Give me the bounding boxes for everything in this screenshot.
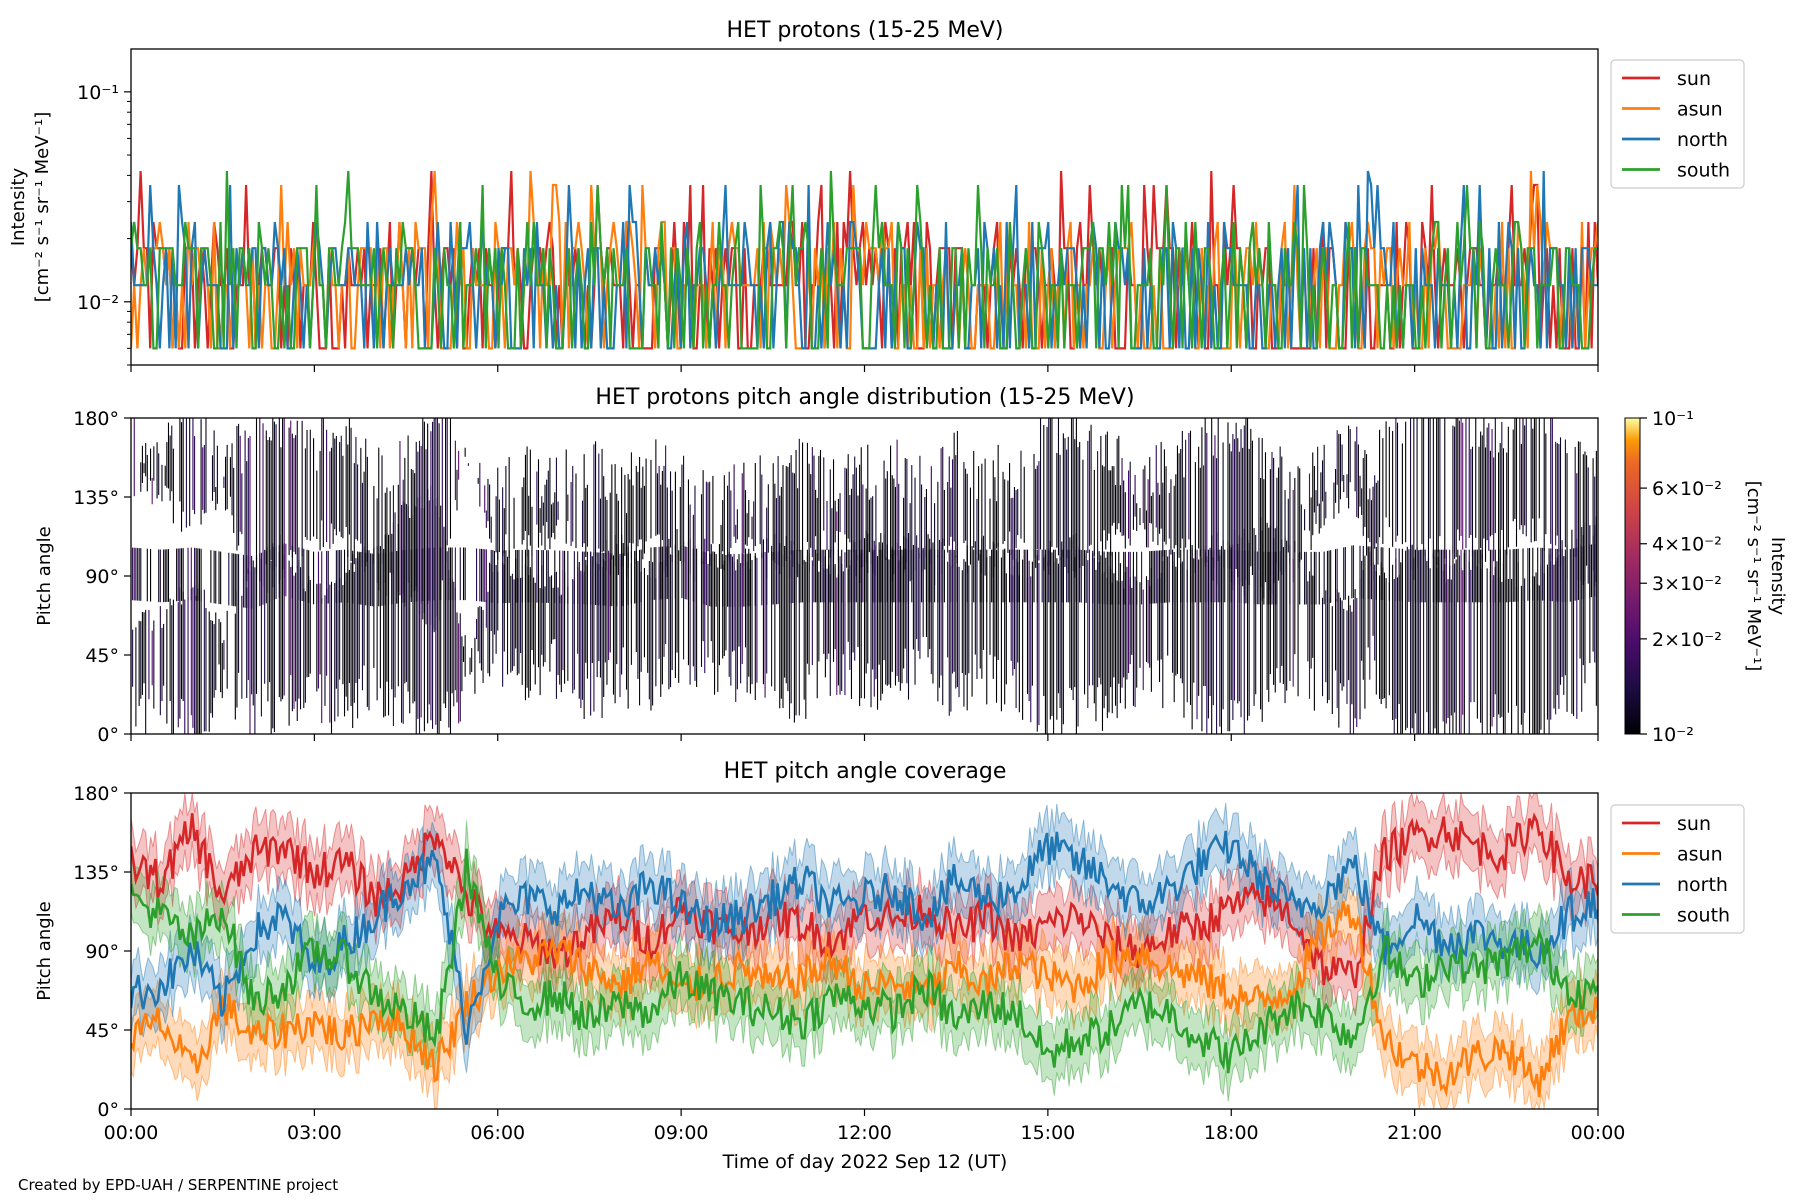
pad-ytick-label-3: 135° [73, 487, 119, 509]
intensity-legend-label-sun: sun [1677, 68, 1711, 90]
x-tick-label-5: 15:00 [1020, 1122, 1075, 1144]
colorbar-label-line1: Intensity [1767, 537, 1788, 616]
colorbar-tick-label-2: 4×10⁻² [1652, 534, 1722, 556]
intensity-panel-title: HET protons (15-25 MeV) [727, 18, 1004, 43]
coverage-ytick-label-3: 135° [73, 862, 119, 884]
x-tick-label-1: 03:00 [287, 1122, 342, 1144]
intensity-ytick-label-1: 10⁻² [77, 292, 119, 314]
x-tick-label-8: 00:00 [1571, 1122, 1626, 1144]
pad-panel: HET protons pitch angle distribution (15… [34, 385, 1788, 746]
coverage-xlabel: Time of day 2022 Sep 12 (UT) [722, 1151, 1008, 1173]
coverage-lines [131, 812, 1598, 1098]
coverage-ytick-label-1: 45° [85, 1020, 119, 1042]
coverage-ylabel: Pitch angle [34, 901, 55, 1000]
coverage-y-axis: 0° 45° 90° 135° 180° [73, 783, 131, 1121]
colorbar-tick-label-1: 6×10⁻² [1652, 478, 1722, 500]
intensity-y-axis: 10⁻¹ 10⁻² [77, 82, 131, 366]
intensity-panel: HET protons (15-25 MeV) 10⁻¹ 10⁻² Intensi… [8, 18, 1745, 366]
colorbar-tick-label-0: 10⁻¹ [1652, 408, 1694, 430]
x-tick-label-0: 00:00 [104, 1122, 159, 1144]
intensity-series-lines [131, 170, 1598, 350]
coverage-legend-label-sun: sun [1677, 813, 1711, 835]
coverage-line-south [131, 848, 1598, 1074]
coverage-ytick-label-0: 0° [97, 1099, 119, 1121]
coverage-legend-label-north: north [1677, 874, 1728, 896]
pad-ytick-label-2: 90° [85, 566, 119, 588]
coverage-band-south [131, 820, 1598, 1102]
coverage-legend-label-south: south [1677, 905, 1730, 927]
coverage-line-sun [131, 812, 1598, 989]
intensity-legend: sun asun north south [1610, 59, 1745, 189]
x-tick-label-6: 18:00 [1204, 1122, 1259, 1144]
coverage-panel-title: HET pitch angle coverage [724, 759, 1007, 784]
intensity-legend-label-north: north [1677, 129, 1728, 151]
intensity-line-south [131, 170, 1598, 350]
colorbar-tick-label-5: 10⁻² [1652, 724, 1694, 746]
coverage-band-north [131, 802, 1598, 1073]
intensity-ylabel-line2: [cm⁻² s⁻¹ sr⁻¹ MeV⁻¹] [32, 112, 53, 303]
coverage-legend-box [1610, 804, 1745, 934]
x-tick-label-4: 12:00 [837, 1122, 892, 1144]
x-tick-label-7: 21:00 [1387, 1122, 1442, 1144]
pad-heatmap [131, 418, 1597, 734]
pad-ytick-label-1: 45° [85, 645, 119, 667]
coverage-panel: HET pitch angle coverage 0° 45° 90° 135° 180… [34, 365, 1745, 1173]
intensity-ytick-label-0: 10⁻¹ [77, 82, 119, 104]
time-x-axis: 00:00 03:00 06:00 09:00 12:00 15:00 18:00 21:00… [104, 365, 1626, 1144]
coverage-line-asun [131, 900, 1598, 1098]
colorbar-ticks: 10⁻¹ 6×10⁻² 4×10⁻² 3×10⁻² 2×10⁻² 10⁻² [1640, 408, 1722, 746]
colorbar-tick-label-4: 2×10⁻² [1652, 629, 1722, 651]
footer-credit: Created by EPD-UAH / SERPENTINE project [18, 1176, 339, 1194]
intensity-ylabel-line1: Intensity [8, 167, 29, 246]
colorbar-label-line2: [cm⁻² s⁻¹ sr⁻¹ MeV⁻¹] [1743, 481, 1764, 672]
intensity-legend-label-asun: asun [1677, 99, 1723, 121]
intensity-legend-box [1610, 59, 1745, 189]
coverage-line-north [131, 830, 1598, 1045]
pad-ylabel: Pitch angle [34, 526, 55, 625]
colorbar [1624, 417, 1641, 735]
coverage-ytick-label-4: 180° [73, 783, 119, 805]
pad-ytick-label-0: 0° [97, 724, 119, 746]
intensity-legend-label-south: south [1677, 160, 1730, 182]
coverage-ytick-label-2: 90° [85, 941, 119, 963]
coverage-legend-label-asun: asun [1677, 844, 1723, 866]
pad-ytick-label-4: 180° [73, 408, 119, 430]
pad-y-axis: 0° 45° 90° 135° 180° [73, 408, 131, 746]
coverage-legend: sun asun north south [1610, 804, 1745, 934]
x-tick-label-3: 09:00 [654, 1122, 709, 1144]
pad-panel-title: HET protons pitch angle distribution (15… [595, 385, 1134, 410]
x-tick-label-2: 06:00 [470, 1122, 525, 1144]
colorbar-tick-label-3: 3×10⁻² [1652, 573, 1722, 595]
